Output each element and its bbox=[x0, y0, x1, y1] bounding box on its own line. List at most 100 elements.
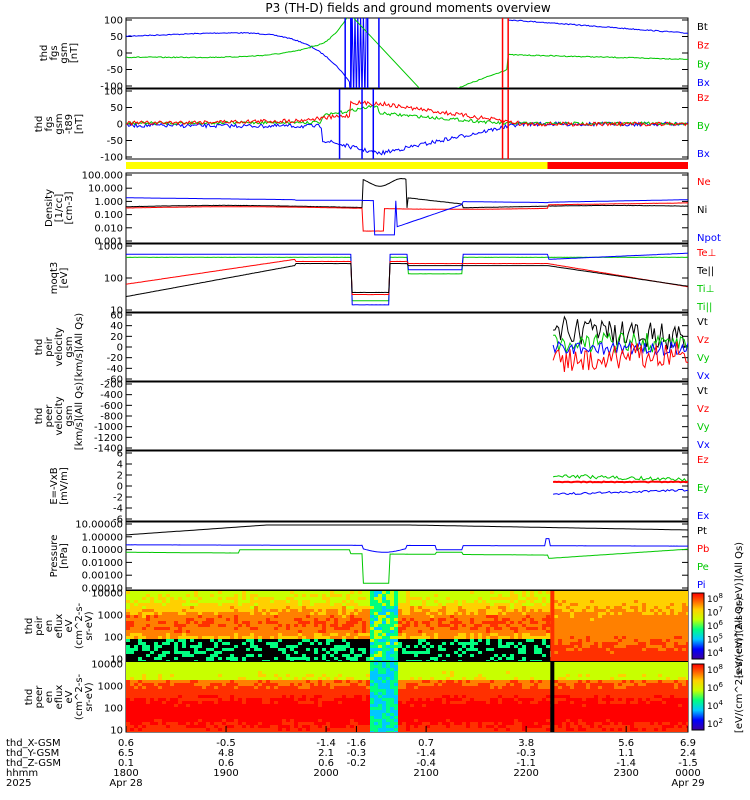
svg-text:[nT]: [nT] bbox=[69, 43, 80, 63]
legend-entry: Bx bbox=[697, 149, 710, 160]
legend-entry: By bbox=[697, 59, 710, 70]
peer-velocity-panel: -200-400-600-800-1000-1200-1400 thd peer ve… bbox=[34, 380, 710, 455]
x-axis-labels: thd_X-GSM 0.6 -0.5 -1.4 -1.6 0.7 3.8 5.6 6.9 thd_… bbox=[6, 726, 705, 789]
y-axis-label: thd peir en eflux eV (cm^2-s-sr-eV) bbox=[24, 602, 95, 649]
svg-text:peer: peer bbox=[44, 404, 55, 428]
svg-text:Pressure: Pressure bbox=[49, 535, 60, 578]
colorbar-title: [eV/(cm^2-s-sr-eV)](All Qs) bbox=[734, 597, 745, 733]
by-trace bbox=[126, 18, 688, 88]
x-tick-label: 2.1 bbox=[318, 748, 334, 759]
legend-entry: Vy bbox=[697, 353, 710, 364]
x-tick-label: -1.1 bbox=[516, 758, 536, 769]
legend-entry: Bt bbox=[697, 22, 708, 33]
x-axis-row-label: thd_Y-GSM bbox=[6, 748, 59, 759]
mode-gap-stripe bbox=[550, 591, 555, 661]
x-tick-label: 0.6 bbox=[218, 758, 234, 769]
y-tick-label: 2 bbox=[117, 471, 123, 482]
y-tick-label: 100 bbox=[104, 87, 123, 98]
x-tick-label: -1.4 bbox=[416, 748, 436, 759]
y-tick-label: 10000 bbox=[91, 660, 123, 671]
x-tick-label: 0000 bbox=[675, 768, 700, 779]
y-tick-label: -60 bbox=[107, 375, 123, 386]
legend-entry: Pe bbox=[697, 562, 709, 573]
y-axis-label: Pressure [nPa] bbox=[49, 535, 70, 578]
y-tick-label: 0.100 bbox=[94, 210, 123, 221]
y-tick-label: 6 bbox=[117, 449, 123, 460]
y-axis-label: thd peir velocity gsm [km/s](All Qs) bbox=[34, 313, 85, 381]
svg-text:gsm: gsm bbox=[64, 336, 75, 357]
y-tick-label: 50 bbox=[110, 32, 123, 43]
y-tick-label: 1.000 bbox=[94, 197, 123, 208]
x-tick-label: 5.6 bbox=[618, 738, 634, 749]
legend-entry: Te⊥ bbox=[696, 248, 716, 259]
y-tick-label: 0 bbox=[117, 482, 123, 493]
y-tick-label: 1000 bbox=[98, 611, 123, 622]
x-tick-label: 1800 bbox=[113, 768, 138, 779]
svg-text:velocity: velocity bbox=[54, 396, 65, 435]
svg-text:Density: Density bbox=[44, 189, 55, 227]
ni-trace bbox=[126, 177, 688, 209]
y-tick-label: 0.00010 bbox=[82, 584, 123, 595]
x-axis-row-label: thd_X-GSM bbox=[6, 738, 61, 749]
legend-entry: Ey bbox=[697, 483, 709, 494]
y-tick-label: 10 bbox=[110, 655, 123, 666]
y-tick-label: 100 bbox=[104, 633, 123, 644]
svg-text:thd: thd bbox=[24, 689, 35, 706]
x-tick-label: -1.4 bbox=[616, 758, 636, 769]
y-tick-label: 1.00000 bbox=[82, 532, 123, 543]
panel-frame bbox=[125, 521, 689, 591]
legend-entry: Vt bbox=[697, 317, 708, 328]
y-axis-label: thd fgs gsm -t89 [nT] bbox=[34, 113, 85, 134]
x-tick-label: 0.6 bbox=[318, 758, 334, 769]
svg-text:fgs: fgs bbox=[44, 116, 55, 131]
svg-text:peir: peir bbox=[44, 336, 55, 356]
y-axis-label: thd peer en eflux eV (cm^2-s-sr-eV) bbox=[24, 673, 95, 720]
legend-entry: By bbox=[697, 121, 710, 132]
x-tick-label: 4.8 bbox=[218, 748, 234, 759]
x-tick-label: 2300 bbox=[613, 768, 638, 779]
y-tick-label: 0.001 bbox=[94, 237, 123, 248]
vy-trace bbox=[553, 331, 688, 354]
svg-text:[cm-3]: [cm-3] bbox=[64, 191, 75, 224]
legend-entry: Vt bbox=[697, 386, 708, 397]
x-tick-label: -1.4 bbox=[316, 738, 336, 749]
legend-entry: Vz bbox=[697, 335, 709, 346]
y-tick-label: 1000 bbox=[98, 682, 123, 693]
y-tick-label: -40 bbox=[107, 364, 123, 375]
svg-text:gsm: gsm bbox=[59, 42, 70, 63]
y-tick-label: 10.00000 bbox=[75, 520, 123, 531]
x-axis-row-label: hhmm bbox=[6, 768, 38, 779]
x-tick-label: -0.3 bbox=[347, 748, 367, 759]
bz-trace bbox=[126, 99, 688, 127]
svg-text:moqt3: moqt3 bbox=[49, 262, 60, 295]
y-tick-label: -200 bbox=[100, 380, 123, 391]
svg-text:[nPa]: [nPa] bbox=[59, 543, 70, 569]
peir-spectrogram-panel: 10000 1000 100 10 thd peir en eflux eV (cm^2-s-sr… bbox=[24, 589, 689, 666]
x-tick-label: 3.8 bbox=[518, 738, 534, 749]
svg-text:sr-eV): sr-eV) bbox=[84, 611, 95, 640]
legend-entry: Bz bbox=[697, 41, 709, 52]
y-axis-label: E=-VxB [mV/m] bbox=[49, 467, 70, 505]
svg-text:[eV]: [eV] bbox=[59, 268, 70, 289]
x-tick-label: 2100 bbox=[413, 768, 438, 779]
y-tick-label: 0.010 bbox=[94, 223, 123, 234]
svg-text:en: en bbox=[44, 620, 55, 633]
x-tick-label: -0.5 bbox=[216, 738, 236, 749]
legend-entry: Vx bbox=[697, 440, 710, 451]
x-tick-label: -1.5 bbox=[678, 758, 698, 769]
y-tick-label: 10 bbox=[110, 726, 123, 737]
svg-text:thd: thd bbox=[34, 116, 45, 133]
svg-text:[km/s](All Qs): [km/s](All Qs) bbox=[74, 382, 85, 450]
svg-text:thd: thd bbox=[34, 408, 45, 425]
legend-entry: Ni bbox=[697, 205, 707, 216]
y-tick-label: 0.00100 bbox=[82, 571, 123, 582]
pe-trace bbox=[126, 548, 688, 584]
svg-text:thd: thd bbox=[24, 618, 35, 635]
svg-text:[1/cc]: [1/cc] bbox=[54, 194, 65, 223]
ti-par-trace bbox=[126, 252, 688, 306]
y-tick-label: 50 bbox=[110, 103, 123, 114]
y-tick-label: -1000 bbox=[94, 422, 123, 433]
svg-text:[km/s](All Qs): [km/s](All Qs) bbox=[74, 313, 85, 381]
